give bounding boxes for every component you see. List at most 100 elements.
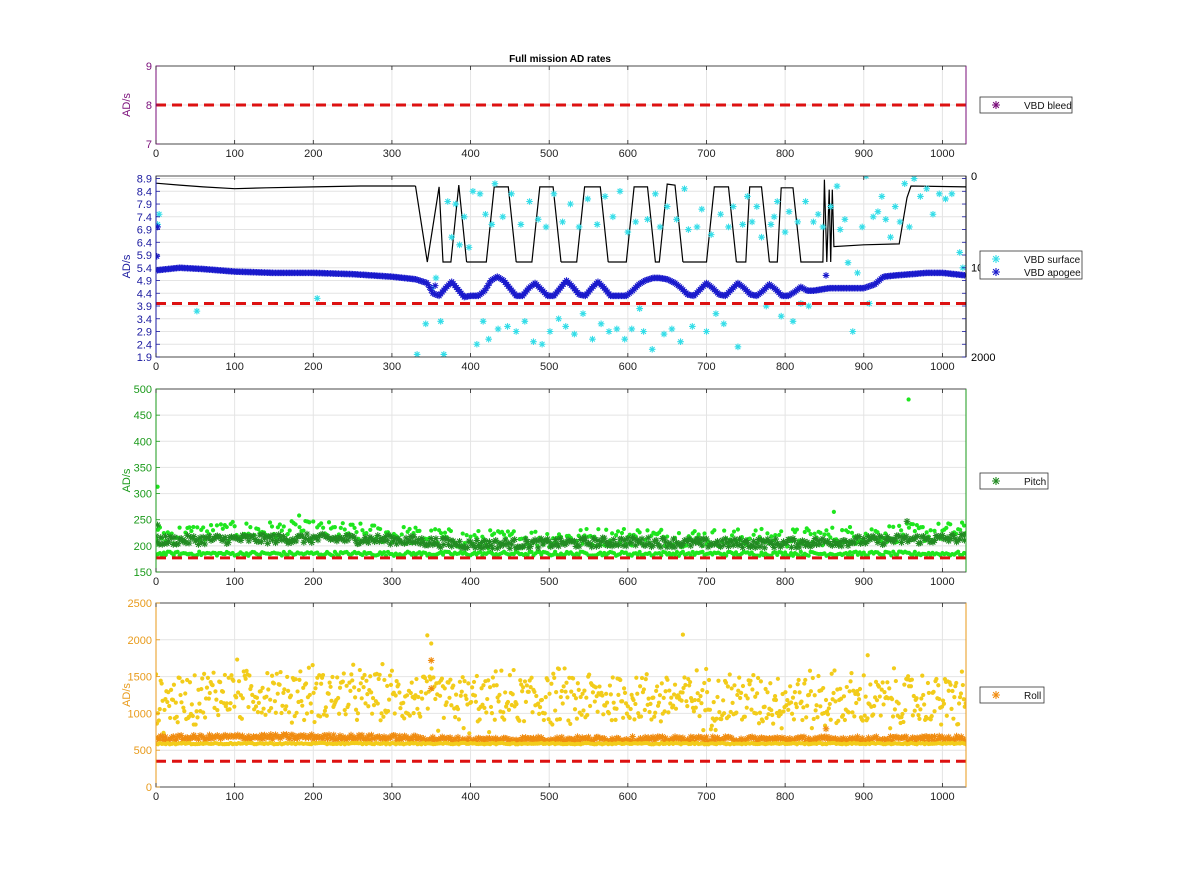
marker-roll-dots	[353, 695, 358, 700]
marker-roll-dots	[644, 672, 649, 677]
marker-roll-dots	[893, 678, 898, 684]
marker-roll-dots	[654, 688, 659, 694]
marker-vbd-surface	[465, 244, 473, 251]
marker-roll-dots	[507, 673, 512, 678]
marker-vbd-surface	[521, 318, 529, 325]
marker-pitch-dots-upper	[201, 525, 206, 530]
marker-roll-dots	[466, 681, 471, 686]
marker-roll	[858, 734, 866, 742]
depth-line	[561, 186, 609, 263]
marker-roll-dots	[908, 684, 914, 689]
marker-roll-dots	[692, 697, 697, 703]
marker-pitch	[604, 542, 611, 549]
marker-roll-dots	[239, 716, 244, 721]
marker-roll-dots	[157, 707, 162, 712]
marker-pitch-dots-upper	[759, 526, 764, 532]
marker-roll-dots	[505, 699, 511, 705]
marker-roll-dots	[856, 697, 862, 702]
x-tick-label: 0	[153, 576, 159, 588]
marker-pitch	[917, 539, 924, 547]
marker-pitch-dots-upper	[285, 532, 290, 537]
marker-roll	[475, 734, 482, 742]
marker-roll-dots	[683, 682, 688, 688]
marker-roll	[156, 736, 163, 743]
marker-pitch-dots-lower	[285, 552, 290, 558]
marker-vbd-surface	[677, 338, 684, 346]
marker-roll-dots	[361, 685, 366, 690]
marker-vbd-surface	[589, 335, 596, 343]
marker-roll-dots	[433, 696, 438, 702]
marker-roll	[368, 731, 375, 739]
marker-roll-dots	[238, 693, 244, 698]
marker-pitch-dots-lower	[197, 549, 202, 554]
marker-vbd-surface	[935, 190, 943, 198]
marker-pitch-dots-upper	[812, 531, 817, 536]
marker-roll-dots	[381, 714, 386, 719]
marker-vbd-surface	[538, 340, 546, 348]
marker-vbd-apogee	[486, 279, 493, 287]
marker-roll-dots	[642, 707, 647, 713]
marker-pitch-dots-upper	[505, 529, 511, 534]
marker-roll-dots	[607, 683, 613, 688]
marker-roll-dots	[818, 704, 823, 709]
marker-pitch-dots-upper	[637, 530, 642, 535]
marker-roll-dots	[805, 703, 810, 708]
marker-roll	[742, 737, 750, 745]
marker-pitch	[626, 539, 633, 547]
x-tick-label: 600	[619, 361, 637, 373]
marker-roll-dots	[604, 700, 610, 705]
marker-vbd-apogee	[431, 290, 438, 298]
marker-pitch	[221, 534, 229, 541]
marker-vbd-surface	[887, 233, 894, 241]
marker-pitch	[486, 538, 493, 545]
marker-roll-dots	[804, 715, 809, 720]
marker-vbd-surface	[681, 185, 688, 193]
marker-vbd-surface	[956, 249, 964, 256]
marker-roll-dots	[772, 693, 778, 699]
marker-vbd-surface	[530, 338, 537, 346]
marker-roll-dots	[386, 708, 391, 714]
marker-roll-dots	[765, 690, 770, 695]
marker-roll-dots	[429, 666, 434, 671]
marker-roll-dots	[563, 689, 568, 694]
marker-pitch-dots-upper	[735, 527, 741, 532]
marker-roll-dots	[949, 706, 954, 711]
marker-roll-dots	[288, 693, 294, 698]
marker-roll	[335, 734, 342, 742]
marker-vbd-surface	[632, 218, 640, 226]
marker-pitch	[909, 535, 916, 542]
marker-roll-dots	[748, 678, 753, 683]
marker-pitch-dots-upper	[847, 525, 853, 530]
marker-roll-dots	[471, 679, 477, 685]
marker-vbd-apogee	[667, 277, 674, 285]
marker-roll	[265, 734, 273, 741]
marker-roll-dots	[829, 671, 834, 676]
marker-pitch	[627, 538, 635, 546]
marker-roll-dots	[473, 699, 479, 704]
marker-roll-dots	[666, 710, 671, 715]
marker-pitch-dots-upper	[519, 536, 524, 541]
marker-roll-dots	[297, 677, 302, 682]
marker-roll	[854, 733, 861, 741]
marker-vbd-apogee	[663, 275, 671, 283]
marker-roll-dots	[624, 711, 630, 716]
marker-roll-dots	[412, 696, 417, 701]
marker-roll-dots	[411, 711, 416, 716]
marker-roll-dots	[499, 668, 504, 673]
marker-roll-dots	[565, 695, 570, 700]
marker-roll-dots	[813, 708, 818, 713]
marker-pitch-dots-lower	[478, 550, 483, 555]
marker-pitch	[196, 534, 204, 541]
marker-roll-dots	[865, 716, 870, 721]
x-tick-label: 900	[855, 361, 873, 373]
marker-roll	[429, 733, 437, 741]
marker-vbd-surface	[193, 307, 201, 315]
marker-roll	[951, 736, 959, 744]
marker-roll	[799, 734, 806, 741]
marker-pitch	[195, 541, 202, 548]
marker-pitch	[527, 543, 534, 550]
marker-roll-dots	[231, 678, 236, 683]
marker-roll-dots	[218, 679, 223, 685]
x-tick-label: 400	[461, 361, 479, 373]
x-tick-label: 500	[540, 791, 558, 803]
